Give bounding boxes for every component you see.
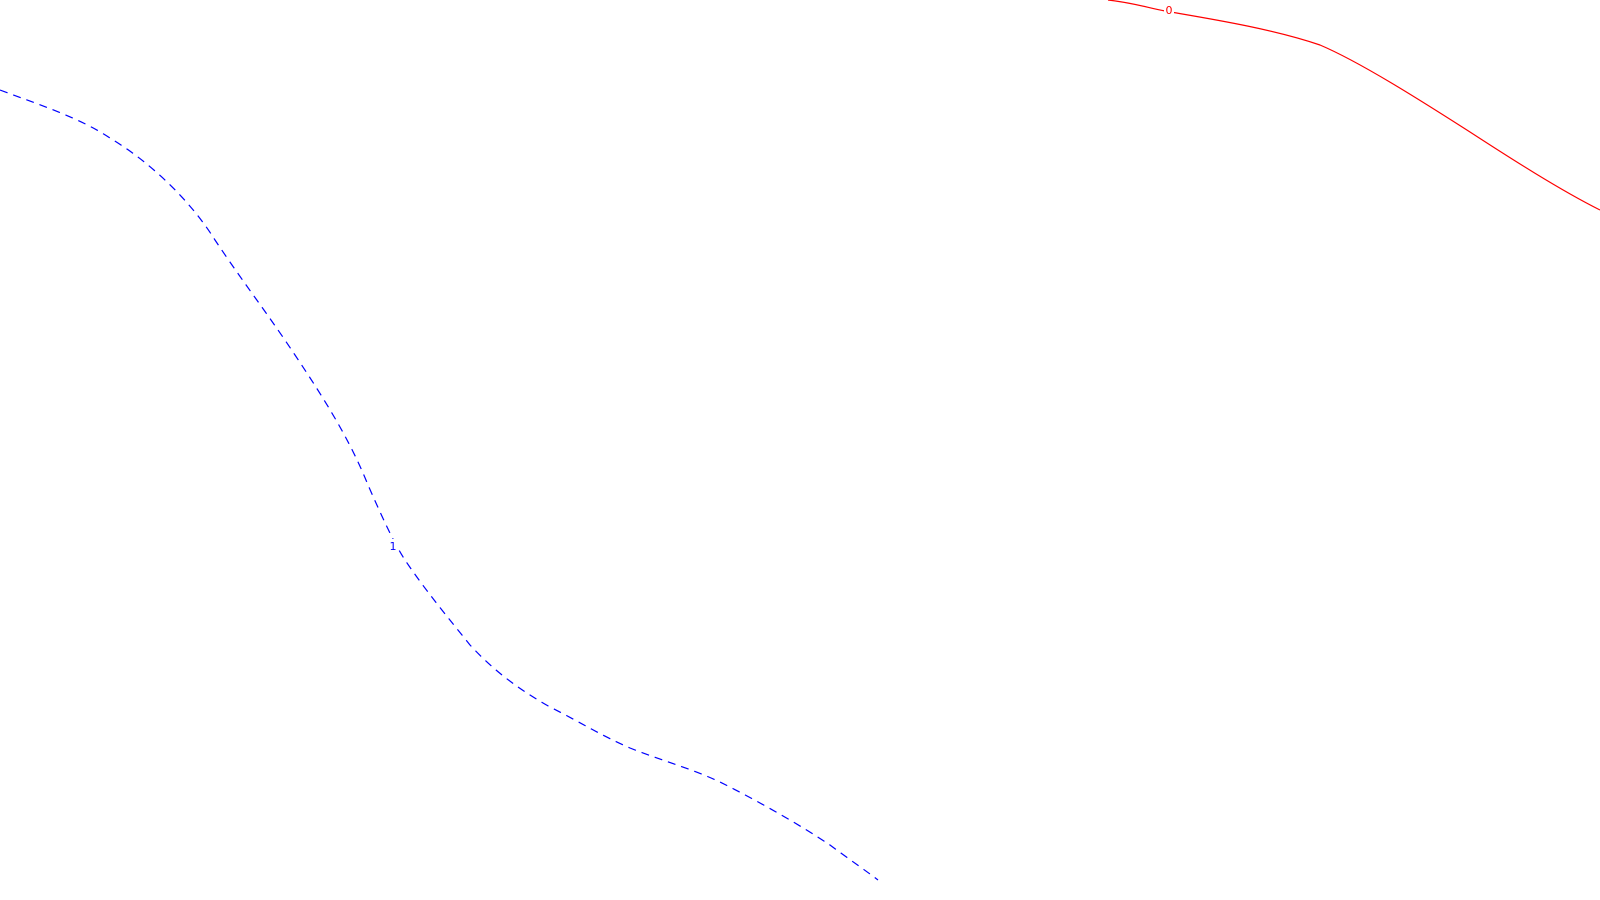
contour-0-label-bg bbox=[1164, 3, 1174, 17]
contour-1-label-bg bbox=[388, 539, 398, 553]
contour-1: 1 bbox=[0, 89, 879, 881]
contour-1-label: 1 bbox=[390, 540, 397, 553]
contour-0-label: 0 bbox=[1166, 4, 1173, 17]
contour-0: 0 bbox=[1107, 0, 1600, 211]
